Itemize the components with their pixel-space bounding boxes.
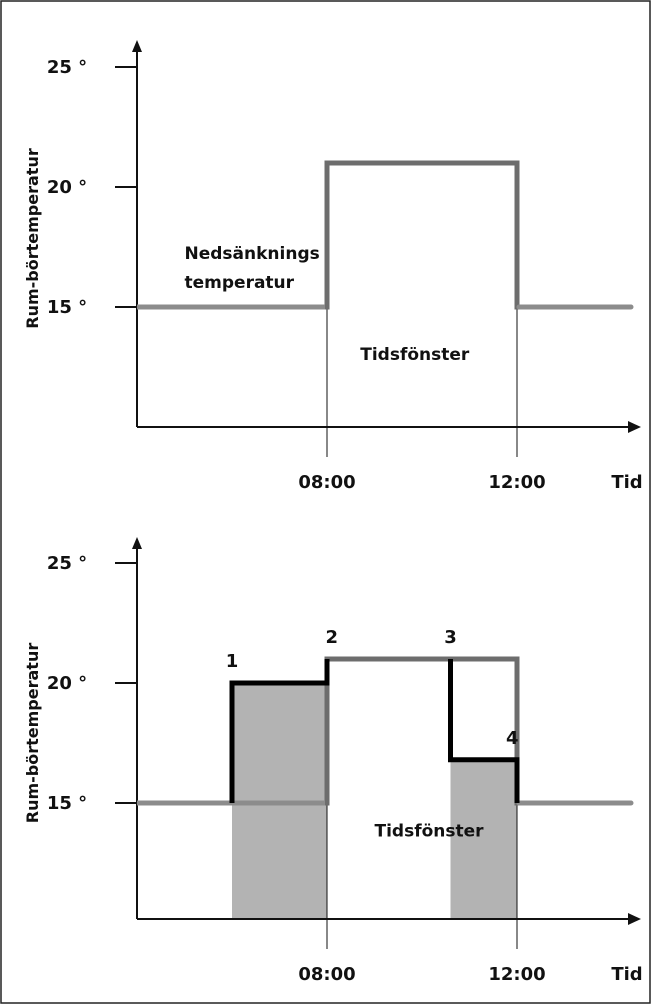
y-axis-label: Rum-börtemperatur — [23, 148, 42, 329]
y-axis-arrow — [132, 537, 142, 549]
series-actual-line-2 — [448, 659, 520, 803]
step-marker-2: 2 — [325, 627, 338, 648]
x-axis-label: Tid — [611, 964, 642, 985]
x-tick-label: 08:00 — [298, 472, 355, 493]
step-marker-4: 4 — [506, 728, 519, 749]
x-tick-label: 08:00 — [298, 964, 355, 985]
x-axis-arrow — [628, 421, 641, 433]
annotation-text: Nedsänknings — [185, 244, 320, 264]
annotation-text: Tidsfönster — [360, 345, 470, 365]
x-axis-label: Tid — [611, 472, 642, 493]
y-tick-label: 15 ° — [47, 793, 87, 814]
annotation-text: temperatur — [185, 273, 295, 293]
y-tick-label: 25 ° — [47, 553, 87, 574]
step-marker-3: 3 — [444, 627, 457, 648]
y-axis-label: Rum-börtemperatur — [23, 643, 42, 824]
y-tick-label: 20 ° — [47, 673, 87, 694]
x-tick-label: 12:00 — [488, 472, 545, 493]
shaded-region-2 — [450, 759, 517, 919]
y-tick-label: 20 ° — [47, 177, 87, 198]
annotation-text: Tidsfönster — [375, 822, 485, 842]
step-marker-1: 1 — [226, 651, 239, 672]
chart-top: 25 ° 20 ° 15 ° Rum-börtemperatur 08:00 12:00 T… — [23, 40, 643, 493]
y-tick-label: 15 ° — [47, 297, 87, 318]
x-axis-arrow — [628, 913, 641, 925]
y-tick-label: 25 ° — [47, 57, 87, 78]
chart-bottom: 25 ° 20 ° 15 ° Rum-börtemperatur 08:00 12:00 T… — [23, 537, 643, 985]
series-actual-line-1 — [229, 659, 330, 803]
x-tick-label: 12:00 — [488, 964, 545, 985]
y-axis-arrow — [132, 40, 142, 52]
